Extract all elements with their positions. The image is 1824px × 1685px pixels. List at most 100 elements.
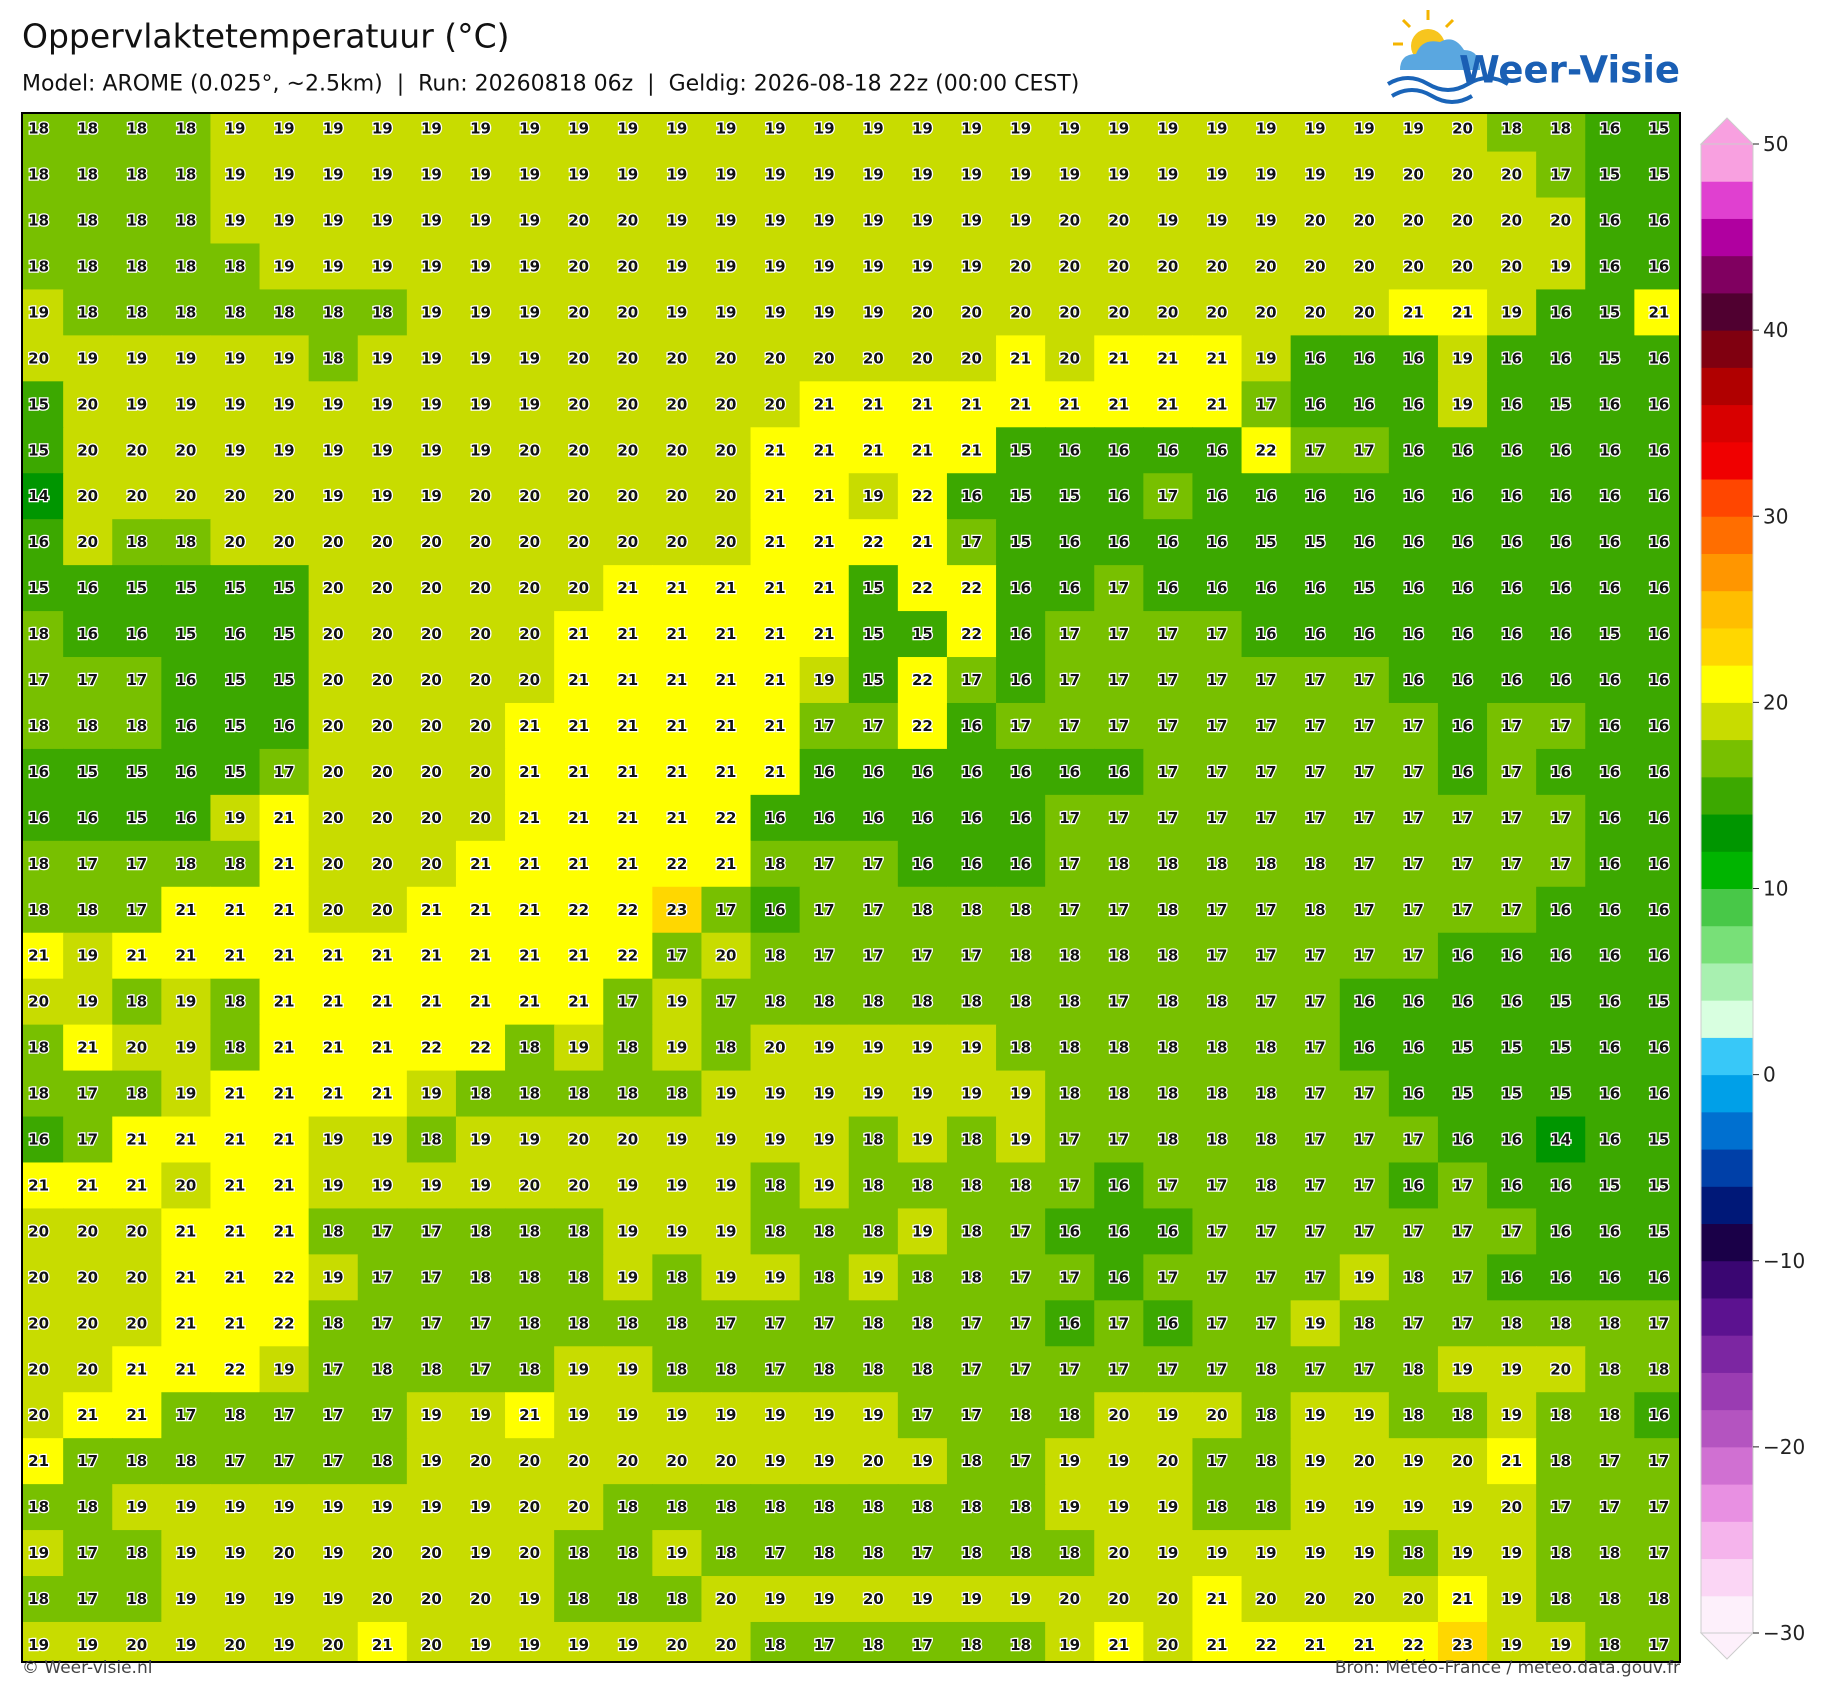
colorbar-tick-label: −30 (1763, 1621, 1805, 1645)
temperature-cell (1536, 335, 1586, 382)
temperature-cell (1487, 565, 1537, 612)
temperature-cell (1045, 473, 1095, 520)
temperature-value: 20 (617, 257, 638, 275)
temperature-cell (1143, 1208, 1194, 1255)
temperature-cell (259, 1530, 310, 1577)
temperature-value: 16 (814, 763, 835, 781)
temperature-cell (1339, 565, 1390, 612)
temperature-cell (22, 932, 64, 980)
temperature-value: 18 (666, 1498, 687, 1516)
temperature-value: 20 (1501, 1498, 1522, 1516)
temperature-cell (161, 113, 212, 153)
temperature-cell (652, 886, 703, 934)
temperature-value: 18 (961, 1544, 982, 1562)
temperature-value: 18 (1599, 1360, 1620, 1378)
temperature-cell (946, 702, 997, 750)
temperature-value: 20 (568, 349, 589, 367)
temperature-value: 19 (666, 257, 687, 275)
temperature-cell (750, 243, 801, 291)
temperature-value: 17 (28, 671, 49, 689)
temperature-cell (406, 1070, 457, 1118)
temperature-value: 17 (1354, 809, 1375, 827)
temperature-cell (1536, 886, 1586, 934)
temperature-value: 17 (1648, 1636, 1669, 1654)
temperature-value: 20 (274, 533, 295, 551)
temperature-cell (1045, 381, 1095, 428)
temperature-value: 17 (1108, 1360, 1129, 1378)
temperature-value: 20 (323, 1636, 344, 1654)
temperature-value: 20 (863, 349, 884, 367)
temperature-cell (259, 1621, 310, 1662)
temperature-cell (455, 151, 506, 199)
temperature-value: 18 (323, 349, 344, 367)
temperature-cell (1585, 978, 1635, 1026)
temperature-cell (357, 289, 408, 336)
temperature-value: 21 (225, 1222, 246, 1240)
temperature-value: 18 (28, 1085, 49, 1103)
temperature-value: 19 (617, 1268, 638, 1286)
temperature-value: 18 (126, 1590, 147, 1608)
temperature-cell (1241, 1300, 1292, 1347)
temperature-cell (750, 1438, 801, 1485)
temperature-value: 15 (1550, 1039, 1571, 1057)
temperature-cell (1290, 335, 1341, 382)
temperature-value: 21 (470, 947, 491, 965)
temperature-value: 20 (1108, 1406, 1129, 1424)
temperature-value: 18 (372, 303, 393, 321)
temperature-cell (505, 473, 555, 520)
temperature-cell (701, 427, 752, 474)
temperature-value: 19 (372, 1131, 393, 1149)
temperature-value: 15 (1599, 166, 1620, 184)
temperature-value: 21 (175, 1131, 196, 1149)
temperature-cell (1290, 289, 1341, 336)
temperature-value: 20 (421, 579, 442, 597)
temperature-cell (161, 243, 212, 291)
temperature-cell (799, 243, 850, 291)
temperature-cell (897, 381, 948, 428)
temperature-cell (161, 1070, 212, 1118)
temperature-value: 21 (1403, 303, 1424, 321)
temperature-value: 21 (765, 533, 786, 551)
temperature-value: 18 (961, 1131, 982, 1149)
temperature-cell (1241, 1346, 1292, 1393)
temperature-value: 20 (568, 579, 589, 597)
temperature-value: 17 (1501, 717, 1522, 735)
temperature-value: 20 (1501, 166, 1522, 184)
temperature-value: 19 (372, 395, 393, 413)
temperature-value: 18 (175, 257, 196, 275)
colorbar-segment (1701, 255, 1753, 294)
temperature-value: 21 (814, 487, 835, 505)
temperature-cell (455, 1024, 506, 1072)
temperature-cell (652, 657, 703, 704)
temperature-value: 20 (519, 533, 540, 551)
temperature-value: 18 (912, 1268, 933, 1286)
temperature-value: 18 (28, 625, 49, 643)
temperature-cell (799, 151, 850, 199)
temperature-cell (1290, 1300, 1341, 1347)
temperature-cell (1143, 978, 1194, 1026)
temperature-cell (505, 794, 555, 842)
temperature-cell (505, 1116, 555, 1164)
temperature-cell (1487, 1254, 1537, 1301)
temperature-cell (1437, 1484, 1488, 1531)
temperature-value: 17 (1010, 1452, 1031, 1470)
temperature-cell (112, 794, 162, 842)
temperature-value: 20 (519, 625, 540, 643)
temperature-value: 20 (175, 1176, 196, 1194)
temperature-value: 17 (77, 1085, 98, 1103)
temperature-value: 16 (1403, 487, 1424, 505)
colorbar-segment (1701, 553, 1753, 592)
temperature-cell (406, 932, 457, 980)
temperature-cell (946, 427, 997, 474)
colorbar-segment (1701, 404, 1753, 443)
temperature-value: 16 (28, 1131, 49, 1149)
temperature-value: 18 (568, 1268, 589, 1286)
temperature-cell (701, 978, 752, 1026)
temperature-cell (848, 794, 899, 842)
temperature-cell (1192, 381, 1243, 428)
temperature-cell (1045, 840, 1095, 888)
temperature-value: 18 (912, 993, 933, 1011)
temperature-cell (848, 335, 899, 382)
temperature-value: 16 (1501, 993, 1522, 1011)
temperature-value: 16 (1108, 1176, 1129, 1194)
